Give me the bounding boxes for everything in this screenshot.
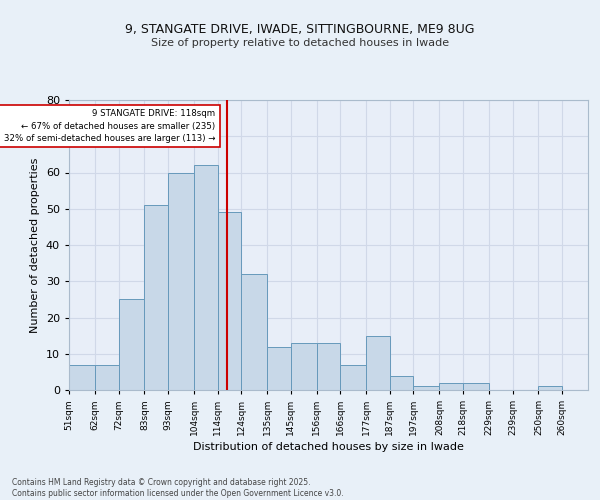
Y-axis label: Number of detached properties: Number of detached properties	[30, 158, 40, 332]
Bar	[241, 274, 267, 390]
Bar	[413, 386, 439, 390]
Bar	[194, 165, 218, 390]
Bar	[317, 343, 340, 390]
Bar	[95, 364, 119, 390]
Bar	[168, 172, 194, 390]
X-axis label: Distribution of detached houses by size in Iwade: Distribution of detached houses by size …	[193, 442, 464, 452]
Bar	[267, 346, 291, 390]
Bar	[463, 383, 489, 390]
Bar	[145, 205, 168, 390]
Text: 9 STANGATE DRIVE: 118sqm
← 67% of detached houses are smaller (235)
32% of semi-: 9 STANGATE DRIVE: 118sqm ← 67% of detach…	[4, 109, 215, 143]
Bar	[218, 212, 241, 390]
Bar	[69, 364, 95, 390]
Text: Contains HM Land Registry data © Crown copyright and database right 2025.
Contai: Contains HM Land Registry data © Crown c…	[12, 478, 344, 498]
Bar	[439, 383, 463, 390]
Bar	[340, 364, 366, 390]
Bar	[538, 386, 562, 390]
Bar	[291, 343, 317, 390]
Text: Size of property relative to detached houses in Iwade: Size of property relative to detached ho…	[151, 38, 449, 48]
Bar	[366, 336, 390, 390]
Text: 9, STANGATE DRIVE, IWADE, SITTINGBOURNE, ME9 8UG: 9, STANGATE DRIVE, IWADE, SITTINGBOURNE,…	[125, 22, 475, 36]
Bar	[119, 300, 145, 390]
Bar	[390, 376, 413, 390]
